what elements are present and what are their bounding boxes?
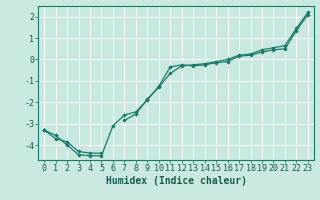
X-axis label: Humidex (Indice chaleur): Humidex (Indice chaleur): [106, 176, 246, 186]
